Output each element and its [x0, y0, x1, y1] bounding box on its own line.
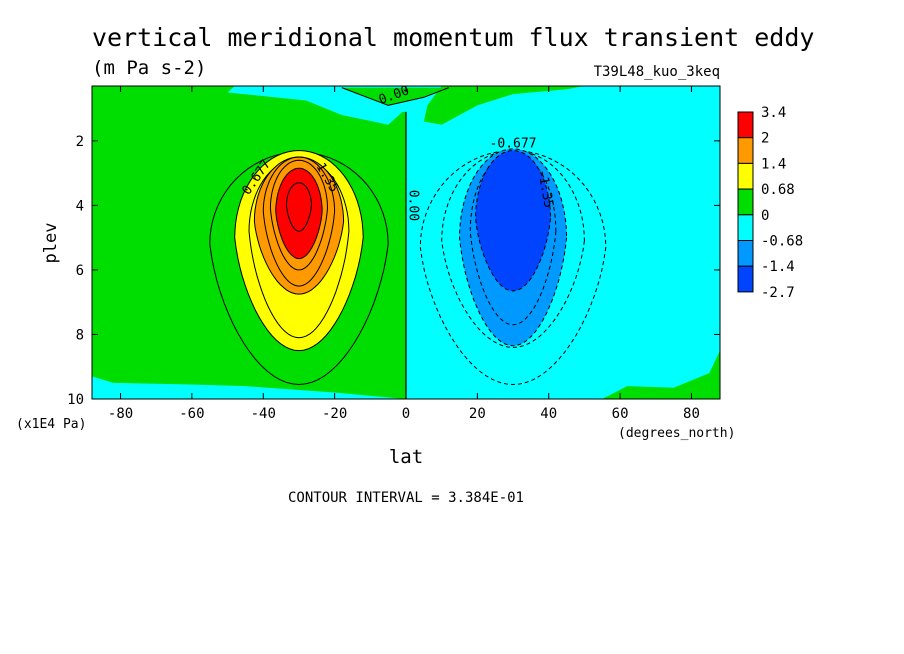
contour-label: -0.677: [490, 136, 537, 151]
x-tick-label: 40: [540, 406, 557, 422]
contour-label: 0.00: [406, 190, 421, 221]
colorbar-swatch: [737, 188, 754, 216]
contour-interval-text: CONTOUR INTERVAL = 3.384E-01: [288, 490, 524, 506]
x-tick-label: 20: [469, 406, 486, 422]
positive-core-ring: [286, 182, 312, 232]
x-tick-label: -80: [108, 406, 133, 422]
colorbar-swatch: [737, 137, 754, 164]
bottom-right-green: [602, 350, 720, 399]
colorbar-swatch: [737, 240, 754, 267]
negative-core: [475, 149, 552, 292]
y-axis-units: (x1E4 Pa): [16, 417, 86, 432]
axes: -80 -60 -40 -20 0 20 40 60 80 2 4 6 8 10: [67, 85, 721, 422]
x-axis-title: lat: [389, 446, 423, 468]
y-tick-label: 6: [76, 263, 84, 279]
colorbar-label: -2.7: [761, 285, 795, 301]
y-axis-title: plev: [41, 223, 61, 264]
x-tick-label: 0: [402, 406, 410, 422]
x-tick-label: 60: [612, 406, 629, 422]
zero-contour-top: [341, 87, 449, 106]
positive-contour-1.7: [262, 156, 336, 287]
colorbar-swatch: [737, 265, 754, 293]
bottom-left-cyan: [92, 376, 406, 399]
x-tick-label: -60: [179, 406, 204, 422]
colorbar-label: 2: [761, 131, 769, 147]
x-tick-label: -20: [322, 406, 347, 422]
positive-core-red: [275, 167, 323, 260]
colorbar-label: 3.4: [761, 105, 786, 121]
units-label: (m Pa s-2): [92, 57, 206, 79]
plot-area: [92, 86, 720, 399]
positive-contour-0.34: [209, 151, 389, 386]
chart-title: vertical meridional momentum flux transi…: [92, 23, 814, 52]
x-tick-label: -40: [251, 406, 276, 422]
y-tick-label: 2: [76, 134, 84, 150]
negative-contour-0.34: [419, 149, 607, 386]
negative-contour-0.68: [441, 149, 585, 348]
colorbar-swatch: [737, 214, 754, 242]
colorbar-label: 0.68: [761, 182, 795, 198]
y-tick-label: 4: [76, 198, 84, 214]
colorbar-label: -1.4: [761, 259, 795, 275]
positive-contour-2.0: [269, 159, 329, 271]
top-green-patch: [341, 87, 449, 106]
colorbar-label: 1.4: [761, 156, 786, 172]
colorbar-swatch: [737, 111, 754, 139]
top-right-green: [423, 86, 585, 125]
contour-label: -1.35: [534, 168, 556, 209]
colorbar-label: -0.68: [761, 234, 803, 250]
colorbar-label: 0: [761, 208, 769, 224]
y-tick-label: 8: [76, 327, 84, 343]
x-axis-units: (degrees_north): [618, 426, 735, 441]
colorbar-swatch: [737, 162, 754, 190]
run-label: T39L48_kuo_3keq: [594, 64, 720, 80]
colorbar: 3.4 2 1.4 0.68 0 -0.68 -1.4 -2.7: [737, 105, 803, 301]
y-tick-label: 10: [67, 392, 84, 408]
x-tick-label: 80: [683, 406, 700, 422]
